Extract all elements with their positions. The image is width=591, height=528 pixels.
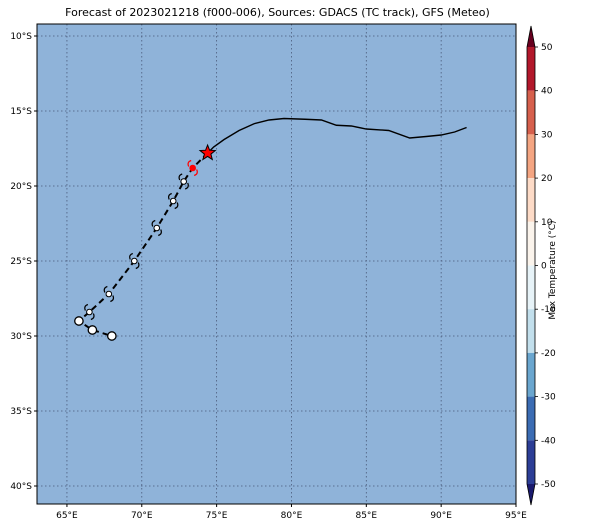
tropical-storm-icon: [129, 252, 140, 270]
colorbar-level: [527, 309, 535, 353]
latitude-tick-label: 40°S: [10, 482, 32, 492]
latitude-tick-label: 15°S: [10, 107, 32, 117]
storm-arm: [151, 219, 156, 227]
storm-center: [189, 164, 196, 172]
longitude-tick-label: 80°E: [281, 511, 303, 521]
colorbar-level: [527, 440, 535, 484]
colorbar-level: [527, 47, 535, 91]
storm-arm: [168, 192, 172, 200]
storm-arm: [90, 313, 95, 321]
colorbar-tick-label: 10: [541, 218, 553, 228]
longitude-tick-label: 65°E: [56, 511, 78, 521]
colorbar-level: [527, 90, 535, 135]
latitude-tick-label: 10°S: [10, 32, 32, 42]
longitude-tick-label: 95°E: [505, 511, 527, 521]
latitude-labels: 10°S 15°S 20°S 25°S 30°S 35°S 40°S: [10, 32, 37, 492]
plot-area: [36, 23, 517, 505]
forecast-point-circle: [74, 316, 84, 326]
tropical-storm-icon: [168, 192, 179, 210]
latitude-tick-label: 30°S: [10, 332, 32, 342]
colorbar-extend-max: [527, 26, 535, 47]
colorbar-level: [527, 265, 535, 310]
colorbar-level: [527, 396, 535, 441]
longitude-tick-label: 70°E: [131, 511, 153, 521]
latitude-tick-label: 35°S: [10, 407, 32, 417]
colorbar-level: [527, 221, 535, 266]
colorbar-tick-label: -50: [541, 480, 556, 490]
storm-arm: [158, 229, 162, 237]
colorbar-label: Max Temperature (°C): [548, 220, 558, 320]
tropical-storm-icon: [187, 159, 198, 177]
latitude-tick-label: 25°S: [10, 257, 32, 267]
colorbar-tick-label: -40: [541, 436, 556, 446]
latitude-tick-label: 20°S: [10, 182, 32, 192]
storm-center: [153, 224, 161, 232]
colorbar: 50 40 30 20 10 0 -10 -20 -30 -40 -50: [526, 25, 556, 506]
colorbar-level: [527, 352, 535, 397]
longitude-labels: 65°E 70°E 75°E 80°E 85°E 90°E 95°E: [56, 504, 527, 521]
colorbar-tick-label: 0: [541, 262, 547, 272]
colorbar-level: [527, 134, 535, 179]
tropical-storm-icon: [103, 285, 115, 303]
storm-center: [86, 308, 93, 316]
colorbar-tick-label: 40: [541, 87, 553, 97]
tropical-storm-icon: [84, 303, 95, 321]
storm-center: [169, 197, 177, 205]
colorbar-extend-min: [527, 484, 535, 505]
forecast-point-circle: [106, 331, 117, 341]
colorbar-tick-label: 20: [541, 174, 553, 184]
storm-arm: [174, 202, 179, 210]
longitude-tick-label: 85°E: [355, 511, 377, 521]
colorbar-tick-label: -20: [541, 349, 556, 359]
storm-arm: [84, 303, 89, 311]
storm-center: [130, 257, 138, 265]
map-title: Forecast of 2023021218 (f000-006), Sourc…: [65, 6, 490, 19]
colorbar-tick-label: 50: [541, 43, 553, 53]
storm-arm: [129, 252, 134, 260]
colorbar-tick-label: -10: [541, 305, 556, 315]
storm-arm: [103, 285, 108, 293]
storm-arm: [135, 262, 140, 270]
longitude-tick-label: 90°E: [430, 511, 452, 521]
forecast-point-circle: [87, 325, 98, 335]
tropical-storm-icon: [178, 173, 189, 190]
storm-arm: [178, 173, 183, 181]
storm-arm: [184, 182, 189, 190]
colorbar-level: [527, 178, 535, 222]
storm-center: [105, 290, 113, 298]
storm-center: [180, 178, 187, 185]
map-frame: [36, 23, 517, 505]
storm-arm: [110, 295, 115, 303]
storm-arm: [193, 169, 198, 177]
longitude-tick-label: 75°E: [206, 511, 228, 521]
storm-arm: [187, 159, 192, 167]
past-track-line: [207, 117, 467, 154]
colorbar-tick-label: -30: [541, 393, 556, 403]
colorbar-tick-label: 30: [541, 130, 553, 140]
tropical-storm-icon: [151, 219, 162, 237]
current-position-star-icon: [198, 143, 217, 161]
ocean-background: [37, 24, 516, 504]
